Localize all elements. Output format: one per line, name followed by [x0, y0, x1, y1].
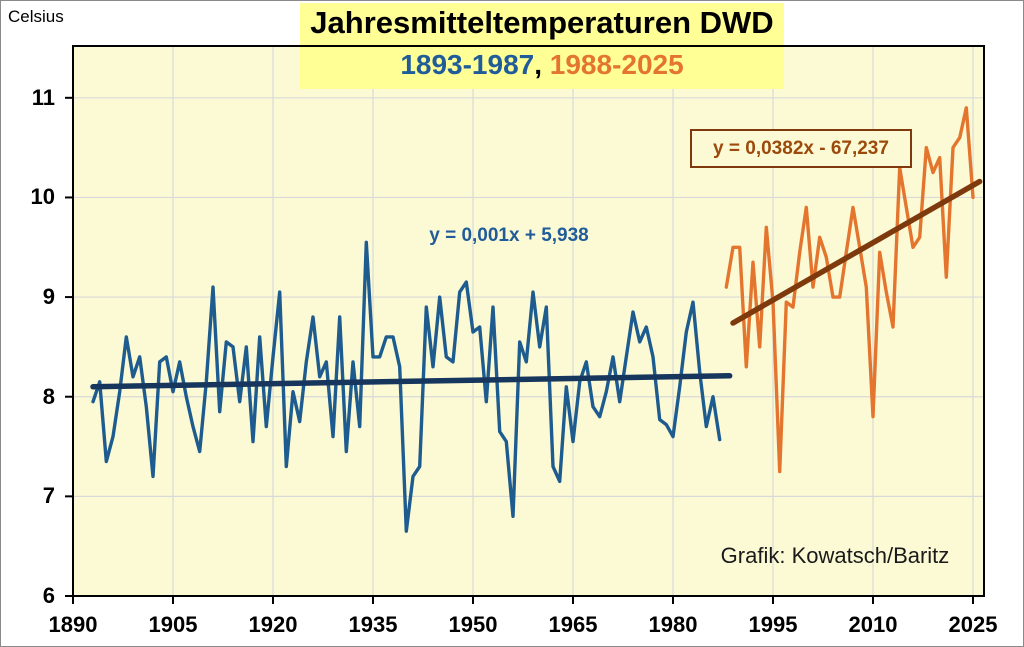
x-tick-label: 1890: [48, 612, 98, 637]
y-tick-label: 7: [42, 483, 55, 509]
series-line-1988-2025: [724, 106, 975, 474]
subtitle-separator: ,: [534, 49, 550, 80]
series-line-1893-1987: [91, 240, 722, 533]
x-tick-label: 1995: [748, 612, 798, 637]
subtitle-period-1: 1893-1987: [400, 49, 535, 80]
x-tick-label: 1920: [248, 612, 298, 637]
trend-equation-blue: y = 0,001x + 5,938: [429, 225, 589, 246]
y-tick-label: 11: [31, 84, 55, 110]
trend-equation-orange-box: y = 0,0382x - 67,237: [690, 129, 912, 168]
x-tick-label: 2025: [948, 612, 998, 637]
y-tick-label: 10: [30, 184, 55, 210]
y-tick-label: 8: [42, 383, 55, 409]
x-tick-label: 1935: [348, 612, 398, 637]
x-tick-label: 1905: [148, 612, 198, 637]
chart-title: Jahresmitteltemperaturen DWD: [310, 5, 774, 40]
x-tick-label: 1965: [548, 612, 598, 637]
subtitle-period-2: 1988-2025: [549, 49, 684, 80]
trend-orange: [730, 178, 983, 326]
credit-label: Grafik: Kowatsch/Baritz: [720, 543, 950, 568]
trend-blue: [90, 373, 733, 390]
y-tick-label: 9: [42, 284, 55, 310]
plot-border: [72, 45, 985, 597]
y-tick-label: 6: [42, 583, 55, 608]
x-tick-label: 2010: [848, 612, 898, 637]
x-tick-label: 1950: [448, 612, 498, 637]
x-tick-label: 1980: [648, 612, 698, 637]
y-axis-unit-label: Celsius: [8, 7, 64, 26]
chart-subtitle: 1893-1987, 1988-2025: [300, 49, 784, 81]
